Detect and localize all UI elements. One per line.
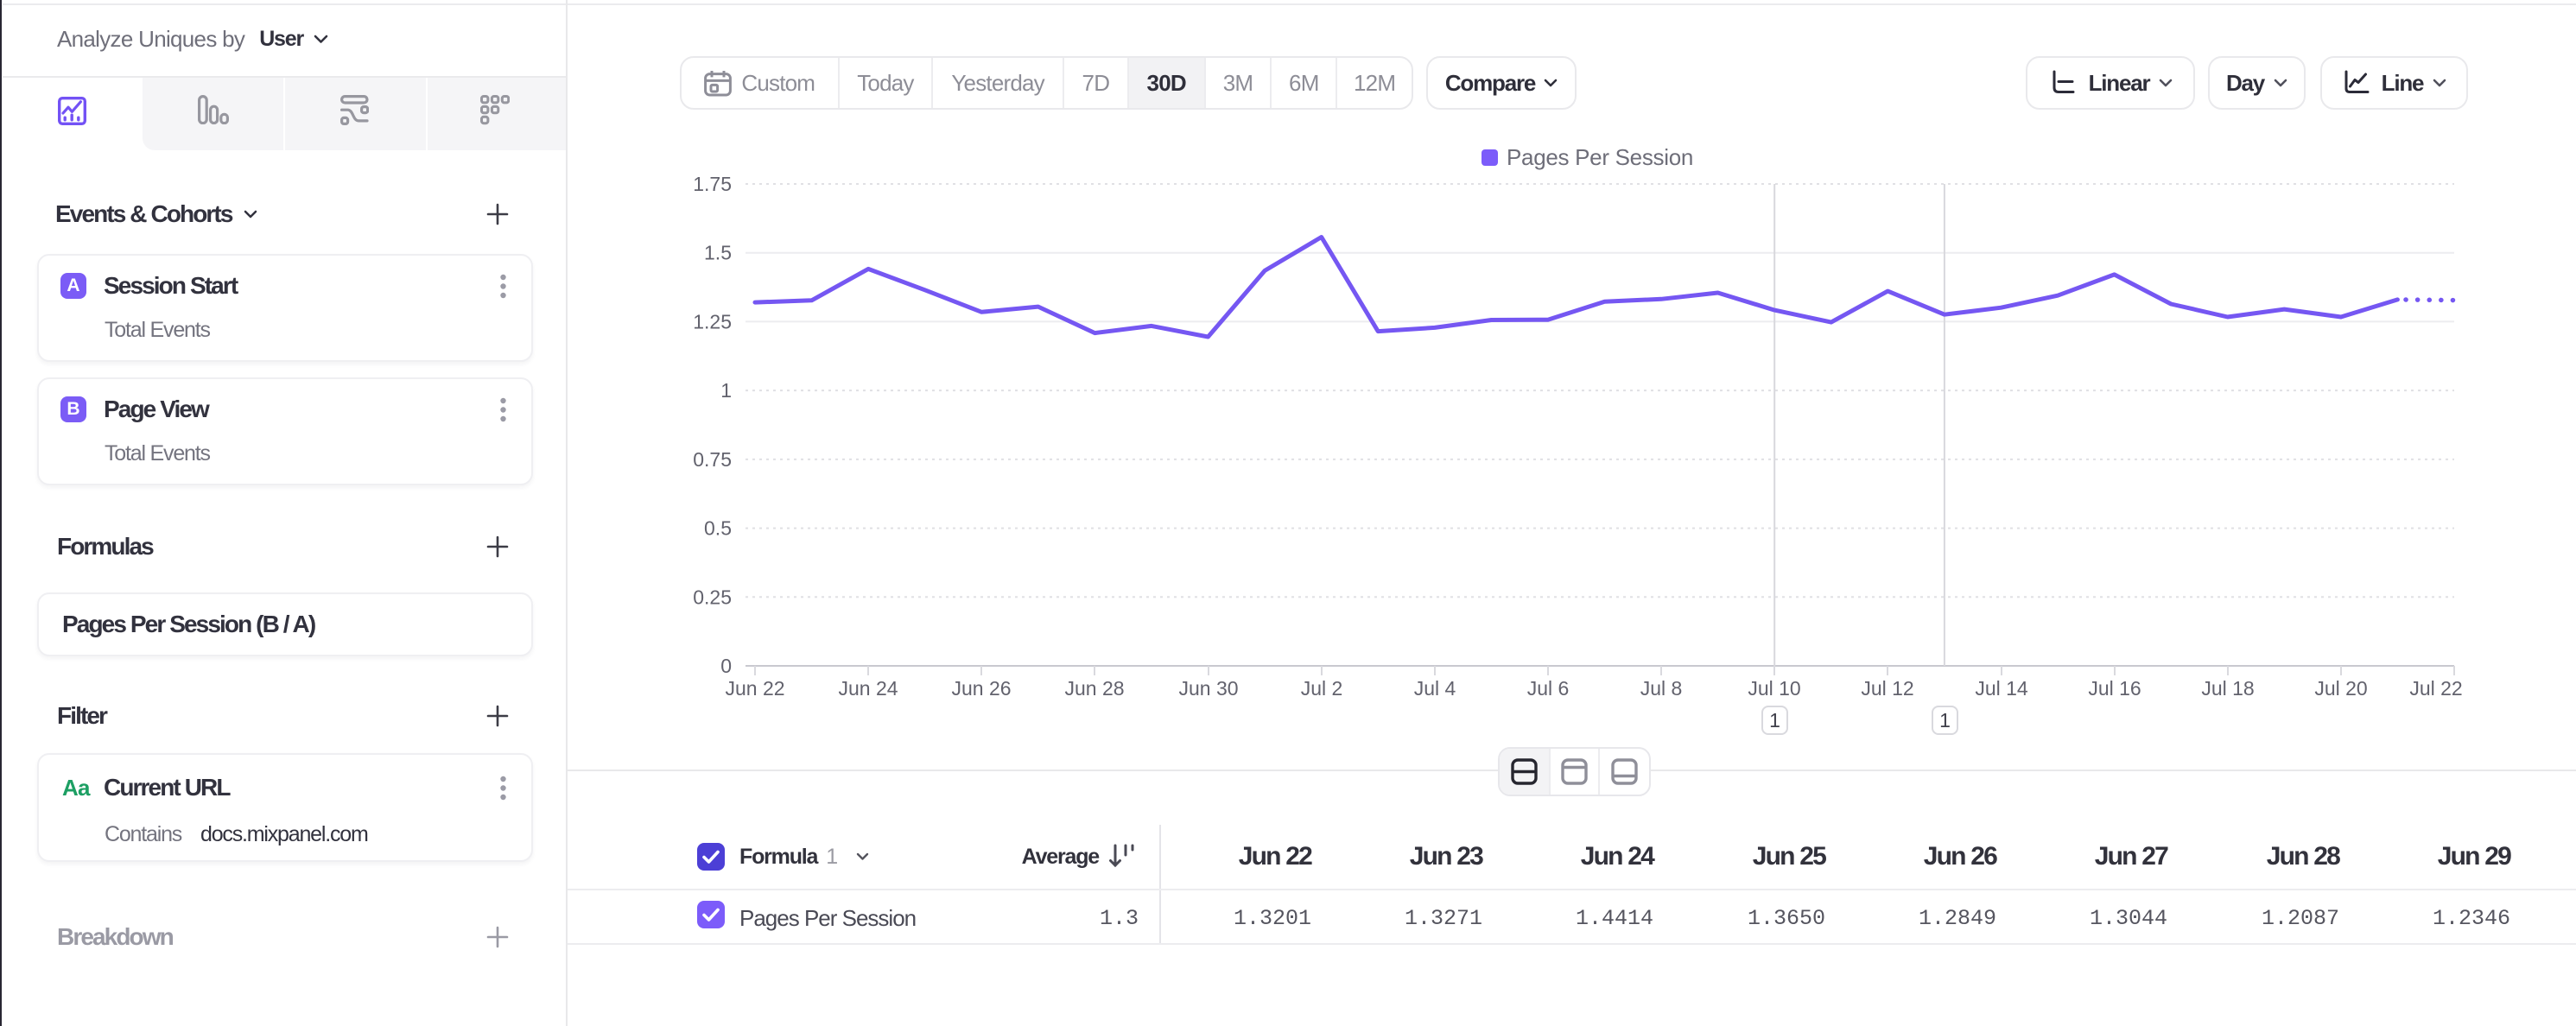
svg-text:Jul 4: Jul 4 xyxy=(1414,677,1456,700)
svg-text:0: 0 xyxy=(720,655,732,677)
svg-text:Jul 8: Jul 8 xyxy=(1640,677,1683,700)
svg-text:1.5: 1.5 xyxy=(704,242,732,264)
svg-text:0.75: 0.75 xyxy=(693,448,732,471)
svg-text:1.25: 1.25 xyxy=(693,310,732,332)
svg-text:Jun 22: Jun 22 xyxy=(725,677,784,700)
svg-text:0.25: 0.25 xyxy=(693,586,732,608)
svg-text:Jul 18: Jul 18 xyxy=(2201,677,2254,700)
svg-text:Jun 26: Jun 26 xyxy=(951,677,1011,700)
svg-text:Jul 10: Jul 10 xyxy=(1748,677,1800,700)
svg-text:Jun 30: Jun 30 xyxy=(1178,677,1238,700)
svg-text:Jul 6: Jul 6 xyxy=(1527,677,1570,700)
svg-text:Jul 20: Jul 20 xyxy=(2314,677,2367,700)
svg-text:0.5: 0.5 xyxy=(704,517,732,540)
svg-text:Jul 22: Jul 22 xyxy=(2409,677,2462,700)
svg-text:Jun 24: Jun 24 xyxy=(838,677,898,700)
svg-text:1.75: 1.75 xyxy=(693,173,732,195)
svg-text:Jul 12: Jul 12 xyxy=(1861,677,1913,700)
svg-text:Jul 16: Jul 16 xyxy=(2088,677,2141,700)
svg-text:1: 1 xyxy=(720,379,732,402)
svg-text:Jul 14: Jul 14 xyxy=(1975,677,2028,700)
svg-text:Jul 2: Jul 2 xyxy=(1301,677,1343,700)
svg-text:Jun 28: Jun 28 xyxy=(1064,677,1124,700)
